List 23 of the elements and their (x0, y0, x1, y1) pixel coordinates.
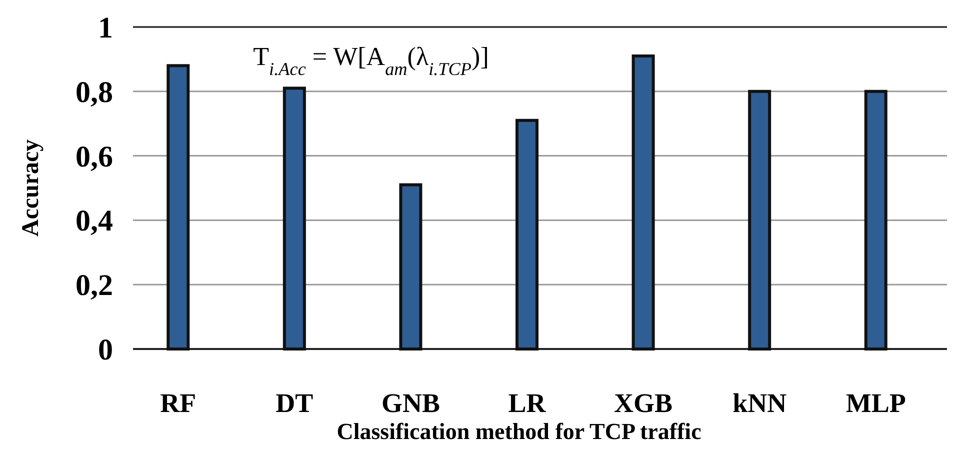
bar (399, 183, 422, 350)
bar (166, 64, 190, 350)
y-axis-title: Accuracy (18, 139, 44, 237)
y-tick-label: 0,4 (76, 204, 113, 238)
y-tick-label: 0,8 (76, 76, 113, 109)
y-tick-label: 1 (98, 12, 113, 44)
x-tick-label: GNB (381, 388, 440, 418)
bar (516, 118, 538, 350)
annotation: T$_{i.Acc}$ = W[A$_{am}$(λ$_{i.TCP}$)] (253, 42, 489, 79)
bar (282, 86, 306, 350)
x-tick-label: DT (276, 388, 314, 418)
y-tick-label: 0 (98, 334, 113, 366)
x-tick-label: MLP (846, 388, 906, 418)
bar (748, 90, 772, 350)
bar (864, 90, 888, 350)
x-tick-label: RF (160, 388, 196, 418)
x-tick-label: kNN (732, 388, 788, 418)
x-tick-label: LR (508, 388, 546, 418)
x-tick-label: XGB (614, 388, 673, 418)
y-tick-label: 0,6 (76, 140, 113, 174)
y-tick-label: 0,2 (76, 269, 113, 302)
x-axis-title: Classification method for TCP traffic (336, 419, 702, 444)
bar (632, 54, 655, 350)
